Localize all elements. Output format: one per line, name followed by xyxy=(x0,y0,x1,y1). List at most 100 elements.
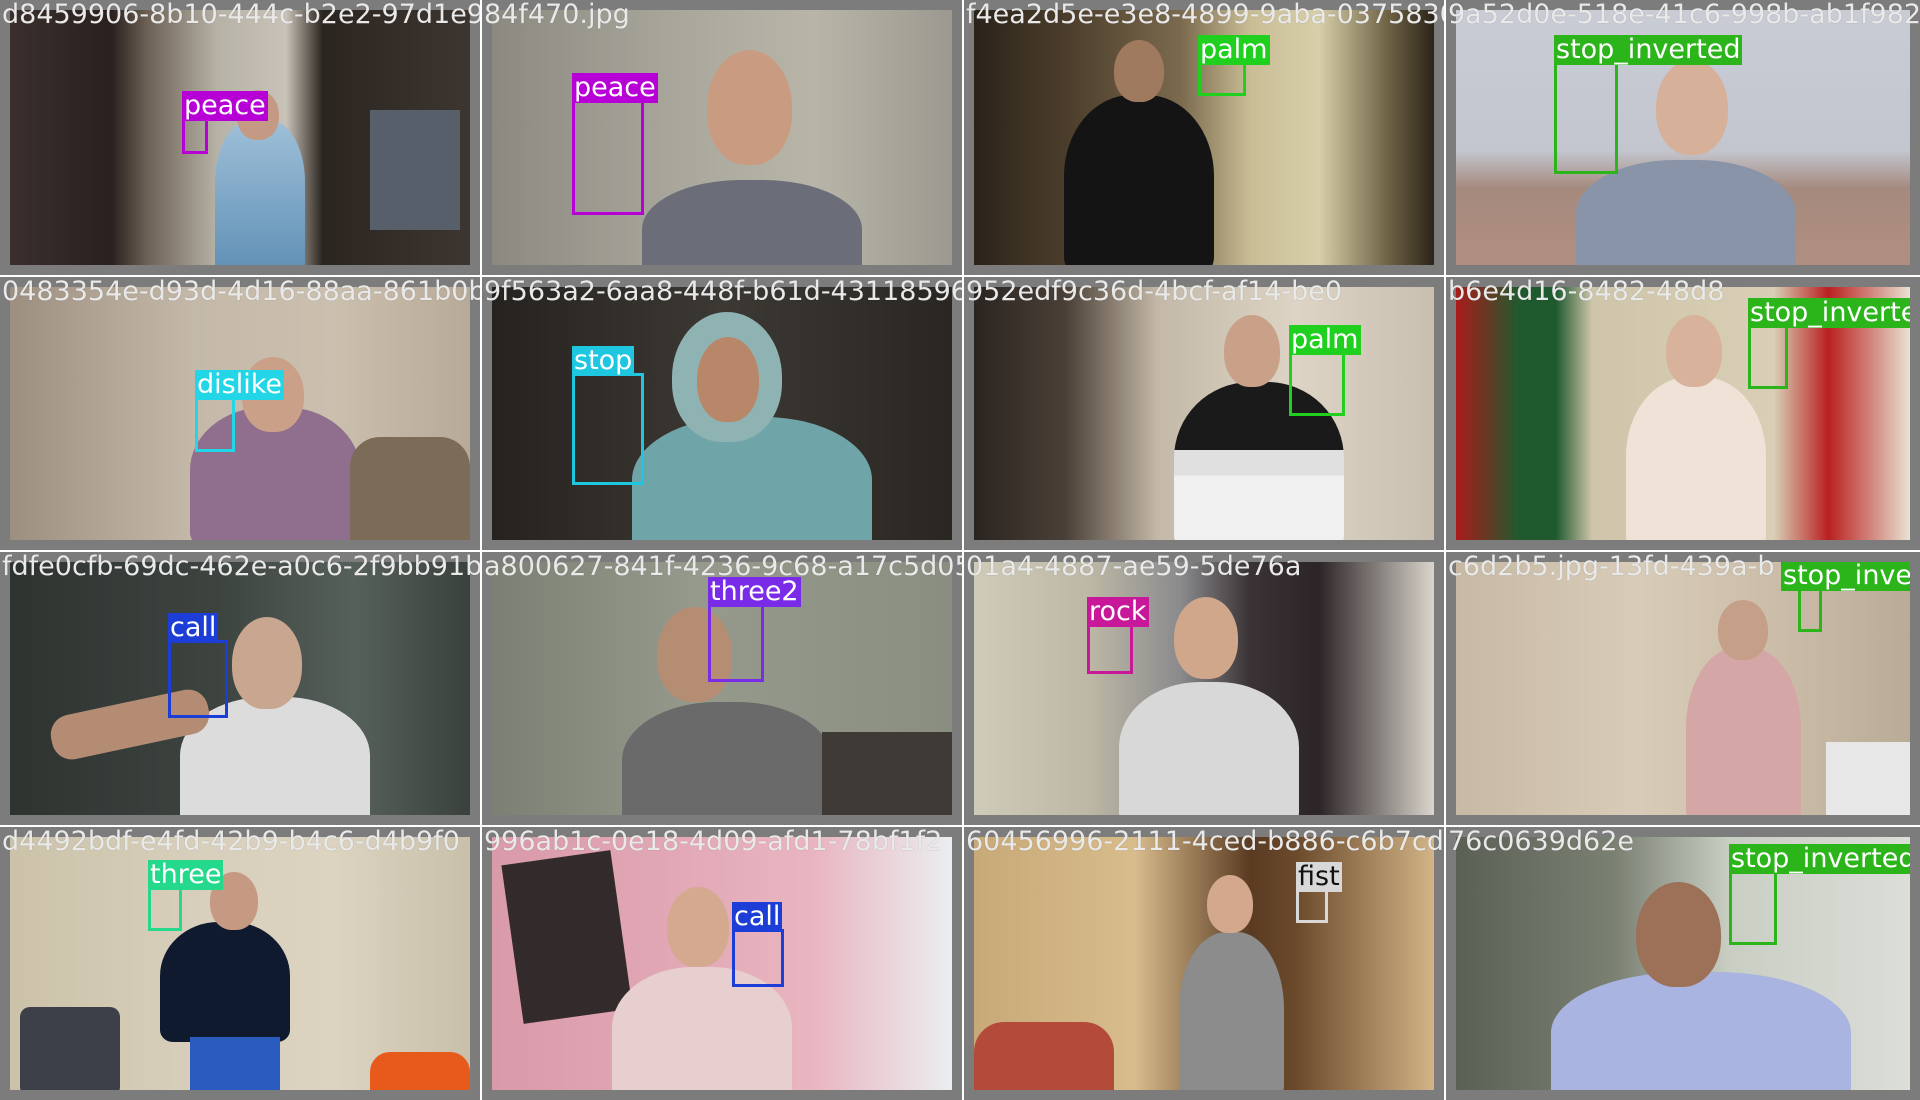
image-tile[interactable]: fist 60456996-2111-4ced-b886-c6b7cd xyxy=(964,827,1444,1100)
image-tile[interactable]: palm 952edf9c36d-4bcf-af14-be0 xyxy=(964,277,1444,550)
image-tile[interactable]: rock 01a4-4887-ae59-5de76a xyxy=(964,552,1444,825)
detection-label: stop xyxy=(572,345,635,376)
photo: stop_inverted xyxy=(1456,837,1910,1090)
filename-overlay: 76c0639d62e xyxy=(1448,827,1635,857)
torso-shape xyxy=(1064,95,1214,265)
detection-box[interactable]: peace xyxy=(572,73,658,215)
detection-label: peace xyxy=(572,72,658,103)
image-tile[interactable]: call 996ab1c-0e18-4d09-afd1-78bf1f2 xyxy=(482,827,962,1100)
head-shape xyxy=(667,887,729,967)
detection-label: three xyxy=(148,859,224,890)
head-shape xyxy=(1718,600,1768,660)
filename-overlay: 9f563a2-6aa8-448f-b61d-43118596 xyxy=(484,277,962,307)
jeans-shape xyxy=(190,1037,280,1090)
image-tile[interactable]: peace d8459906-8b10-444c-b2e2-97d1e9 xyxy=(0,0,480,275)
image-tile[interactable]: call fdfe0cfb-69dc-462e-a0c6-2f9bb91b xyxy=(0,552,480,825)
photo: stop_inverted xyxy=(1456,562,1910,815)
photo: palm xyxy=(974,10,1434,265)
torso-shape xyxy=(622,702,832,815)
photo: stop_inverted xyxy=(1456,10,1910,265)
filename-overlay: 01a4-4887-ae59-5de76a xyxy=(966,552,1302,582)
detection-box[interactable]: stop_inverted xyxy=(1748,298,1910,389)
detection-box[interactable]: fist xyxy=(1296,862,1342,923)
detection-label: call xyxy=(168,612,219,643)
photo: stop_inverted xyxy=(1456,287,1910,540)
torso-shape xyxy=(1174,382,1344,540)
image-tile[interactable]: stop_inverted c6d2b5.jpg-13fd-439a-b xyxy=(1446,552,1920,825)
detection-box[interactable]: stop_inverted xyxy=(1554,35,1743,174)
poster-shape xyxy=(501,850,633,1024)
image-tile[interactable]: stop_inverted b6e4d16-8482-48d8 xyxy=(1446,277,1920,550)
detection-box[interactable]: call xyxy=(168,613,228,718)
filename-overlay: 60456996-2111-4ced-b886-c6b7cd xyxy=(966,827,1444,857)
photo: dislike xyxy=(10,287,470,540)
image-tile[interactable]: stop_inverted 76c0639d62e xyxy=(1446,827,1920,1100)
photo: call xyxy=(10,562,470,815)
shelf-shape xyxy=(370,110,460,230)
detection-box[interactable]: three xyxy=(148,860,224,931)
detection-box[interactable]: stop_inverted xyxy=(1781,562,1910,632)
detection-label: dislike xyxy=(195,369,284,400)
torso-shape xyxy=(1551,972,1851,1090)
filename-overlay: f4ea2d5e-e3e8-4899-9aba-0375830 xyxy=(966,0,1444,30)
photo: three2 xyxy=(492,562,952,815)
filename-overlay: 84f470.jpg xyxy=(484,0,630,30)
photo: fist xyxy=(974,837,1434,1090)
couch-shape xyxy=(350,437,470,540)
detection-label: palm xyxy=(1289,324,1361,355)
image-tile[interactable]: stop_inverted 9a52d0e-518e-41c6-998b-ab1… xyxy=(1446,0,1920,275)
head-shape xyxy=(1174,597,1238,679)
torso-shape xyxy=(642,180,862,265)
filename-overlay: 9a52d0e-518e-41c6-998b-ab1f982 xyxy=(1448,0,1920,30)
image-tile[interactable]: peace 84f470.jpg xyxy=(482,0,962,275)
detection-label: stop_inverted xyxy=(1781,562,1910,591)
chair-shape xyxy=(20,1007,120,1090)
detection-label: rock xyxy=(1087,596,1149,627)
photo: call xyxy=(492,837,952,1090)
filename-overlay: 0483354e-d93d-4d16-88aa-861b0b xyxy=(2,277,480,307)
detection-box[interactable]: palm xyxy=(1198,35,1270,96)
filename-overlay: b6e4d16-8482-48d8 xyxy=(1448,277,1725,307)
detection-box[interactable]: stop xyxy=(572,346,644,485)
torso-shape xyxy=(1576,160,1796,265)
detection-label: fist xyxy=(1296,861,1342,892)
photo: three xyxy=(10,837,470,1090)
detection-box[interactable]: palm xyxy=(1289,325,1361,416)
orange-object xyxy=(370,1052,470,1090)
head-shape xyxy=(232,617,302,709)
detection-box[interactable]: peace xyxy=(182,91,268,154)
photo: stop xyxy=(492,287,952,540)
detection-label: stop_inverted xyxy=(1554,34,1743,65)
image-tile[interactable]: stop 9f563a2-6aa8-448f-b61d-43118596 xyxy=(482,277,962,550)
scarf-shape xyxy=(632,417,872,540)
person-figure xyxy=(215,120,305,265)
torso-shape xyxy=(160,922,290,1042)
filename-overlay: c6d2b5.jpg-13fd-439a-b xyxy=(1448,552,1775,582)
detection-label: palm xyxy=(1198,34,1270,65)
image-tile[interactable]: dislike 0483354e-d93d-4d16-88aa-861b0b xyxy=(0,277,480,550)
image-tile[interactable]: three d4492bdf-e4fd-42b9-b4c6-d4b9f0 xyxy=(0,827,480,1100)
detection-label: peace xyxy=(182,90,268,121)
filename-overlay: fdfe0cfb-69dc-462e-a0c6-2f9bb91b xyxy=(2,552,480,582)
detection-box[interactable]: rock xyxy=(1087,597,1149,674)
head-shape xyxy=(1636,882,1721,987)
face-shape xyxy=(697,337,759,422)
filename-overlay: 952edf9c36d-4bcf-af14-be0 xyxy=(966,277,1343,307)
image-tile[interactable]: three2 a800627-841f-4236-9c68-a17c5d05 xyxy=(482,552,962,825)
head-shape xyxy=(1207,875,1253,933)
image-tile[interactable]: palm f4ea2d5e-e3e8-4899-9aba-0375830 xyxy=(964,0,1444,275)
filename-overlay: a800627-841f-4236-9c68-a17c5d05 xyxy=(484,552,962,582)
head-shape xyxy=(1224,315,1280,387)
detection-box[interactable]: three2 xyxy=(708,577,801,682)
head-shape xyxy=(1656,60,1728,155)
head-shape xyxy=(657,607,732,702)
torso-shape xyxy=(1179,932,1284,1090)
filename-overlay: d8459906-8b10-444c-b2e2-97d1e9 xyxy=(2,0,480,30)
torso-shape xyxy=(1686,647,1801,815)
detection-box[interactable]: call xyxy=(732,902,784,987)
detection-box[interactable]: dislike xyxy=(195,370,284,452)
detection-box[interactable]: stop_inverted xyxy=(1729,844,1910,945)
sofa-shape xyxy=(974,1022,1114,1090)
torso-shape xyxy=(1119,682,1299,815)
